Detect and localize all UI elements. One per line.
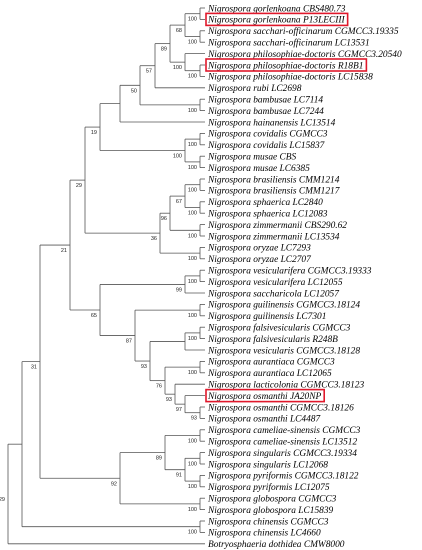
leaf-label: Nigrospora sacchari-officinarum LC13531 [207,38,370,49]
leaf-label: Nigrospora oryzae LC7293 [207,244,311,254]
leaf-label: Nigrospora saccharicola LC12057 [207,289,340,299]
leaf-label: Nigrospora zimmermanii LC13534 [207,232,340,242]
support-value: 100 [188,233,197,239]
leaf-label: Nigrospora bambusae LC7114 [207,96,323,106]
support-value: 89 [161,47,167,53]
leaf-label: Nigrospora globospora LC15839 [207,506,334,516]
support-value: 97 [176,407,182,413]
support-value: 100 [188,279,197,285]
leaf-label: Nigrospora chinensis LC4660 [207,529,321,539]
support-value: 100 [188,40,197,46]
support-value: 100 [188,507,197,513]
support-value: 92 [111,481,117,487]
leaf-label: Nigrospora brasiliensis CMM1214 [207,175,340,185]
support-value: 93 [141,364,147,370]
leaf-label: Nigrospora covidalis LC15837 [207,141,326,151]
support-value: 100 [188,313,197,319]
support-value: 65 [91,313,97,319]
support-value: 100 [188,461,197,467]
support-value: 96 [161,216,167,222]
support-value: 50 [131,88,137,94]
leaf-label: Nigrospora osmanthi CGMCC3.18126 [207,403,354,413]
support-value: 100 [188,336,197,342]
support-value: 68 [176,28,182,34]
support-value: 91 [176,473,182,479]
leaf-label: Nigrospora falsivesicularis CGMCC3 [207,323,351,334]
support-value: 99 [176,287,182,293]
highlight-box [205,12,349,27]
leaf-label: Nigrospora chinensis CGMCC3 [207,517,329,527]
leaf-label: Nigrospora globospora CGMCC3 [207,495,337,505]
support-value: 29 [76,183,82,189]
leaf-label: Nigrospora philosophiae-doctoris CGMCC3.… [207,50,402,60]
support-value: 100 [188,17,197,23]
support-value: 100 [188,188,197,194]
leaf-label: Nigrospora pyriformis CGMCC3.18122 [207,471,359,482]
leaf-label: Nigrospora cameliae-sinensis CGMCC3 [207,426,361,436]
support-value: 93 [191,416,197,422]
support-value: 89 [156,456,162,462]
leaf-label: Nigrospora guilinensis CGMCC3.18124 [207,301,360,311]
support-value: 100 [188,211,197,217]
support-value: 100 [188,74,197,80]
leaf-label: Nigrospora sphaerica LC12083 [207,210,328,220]
support-value: 87 [126,339,132,345]
highlight-box [205,388,326,403]
leaf-label: Botryosphaeria dothidea CMW8000 [208,540,345,550]
leaf-label: Nigrospora vesicularifera CGMCC3.19333 [207,266,372,277]
support-value: 76 [156,384,162,390]
leaf-label: Nigrospora aurantiaca CGMCC3 [207,358,335,368]
leaf-label: Nigrospora vesicularis CGMCC3.18128 [207,346,360,356]
support-value: 100 [188,530,197,536]
leaf-label: Nigrospora hainanensis LC13514 [207,118,336,128]
leaf-label: Nigrospora bambusae LC7244 [207,107,324,117]
leaf-label: Nigrospora guilinensis LC7301 [207,312,326,322]
leaf-label: Nigrospora zimmermanii CBS290.62 [207,221,347,231]
highlight-box [205,58,368,72]
support-value: 36 [151,236,157,242]
support-value: 100 [188,142,197,148]
leaf-label: Nigrospora osmanthi JA20NP [207,392,321,402]
support-value: 100 [188,370,197,376]
leaf-label: Nigrospora lacticolonia CGMCC3.18123 [207,381,364,391]
support-value: 21 [61,248,67,254]
leaf-label: Nigrospora gorlenkoana CBS480.73 [207,4,346,14]
leaf-label: Nigrospora aurantiaca LC12065 [207,369,332,379]
leaf-label: Nigrospora osmanthi LC4487 [207,415,321,425]
leaf-label: Nigrospora philosophiae-doctoris R18B1 [207,61,363,71]
leaf-label: Nigrospora vesicularifera LC12055 [207,277,343,288]
leaf-label: Nigrospora sacchari-officinarum CGMCC3.1… [207,26,399,37]
support-value: 100 [188,256,197,262]
support-value: 93 [166,397,172,403]
support-value: 29 [0,497,5,503]
leaf-label: Nigrospora falsivesicularis R248B [207,334,338,345]
support-value: 100 [188,439,197,445]
support-value: 31 [31,365,37,371]
support-value: 19 [91,130,97,136]
support-value: 100 [188,484,197,490]
leaf-label: Nigrospora musae LC6385 [207,164,310,174]
support-value: 57 [146,69,152,75]
leaf-label: Nigrospora brasiliensis CMM1217 [207,187,341,197]
support-value: 100 [173,154,182,160]
leaf-label: Nigrospora singularis LC12068 [207,460,328,470]
leaf-label: Nigrospora gorlenkoana P13LECIII [207,16,346,26]
support-value: 100 [188,108,197,114]
support-value: 100 [188,165,197,171]
leaf-label: Nigrospora sphaerica LC2840 [207,198,323,208]
leaf-label: Nigrospora cameliae-sinensis LC13512 [207,438,357,448]
support-value: 100 [173,65,182,71]
leaf-label: Nigrospora philosophiae-doctoris LC15838 [207,73,373,83]
leaf-label: Nigrospora rubi LC2698 [207,84,302,94]
leaf-label: Nigrospora musae CBS [207,153,297,163]
leaf-label: Nigrospora oryzae LC2707 [207,255,312,265]
leaf-label: Nigrospora covidalis CGMCC3 [207,130,328,140]
leaf-label: Nigrospora singularis CGMCC3.19334 [207,449,357,459]
leaf-label: Nigrospora pyriformis LC12075 [207,482,330,493]
support-value: 67 [176,199,182,205]
